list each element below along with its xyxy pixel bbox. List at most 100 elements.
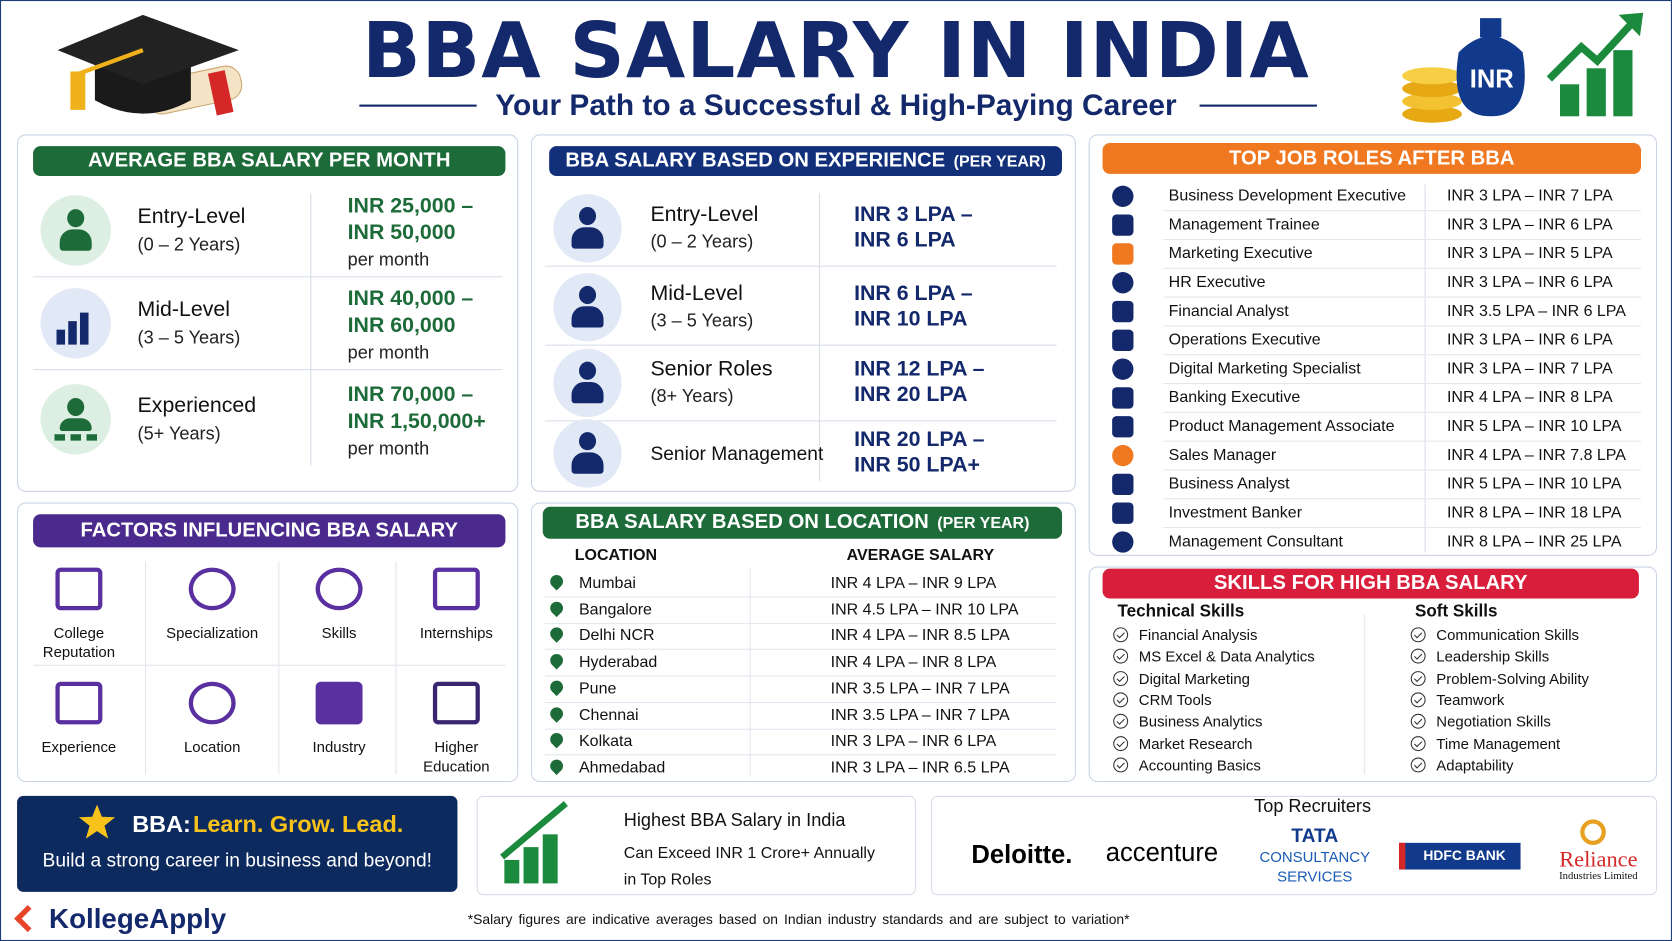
icon-body [571,381,604,404]
factor-label: Specialization [166,624,259,642]
icon-bar [504,859,520,884]
salary: INR 70,000 – INR 1,50,000+ [347,383,486,434]
check-circle [1410,713,1426,729]
level: Entry-Level [137,204,246,229]
check-circle [1410,670,1426,686]
role-salary: INR 3 LPA – INR 7 LPA [1446,186,1613,205]
skill-item: Business Analytics [1138,712,1263,730]
check-circle [1113,735,1129,751]
skill-item: Teamwork [1436,691,1505,709]
years: (0 – 2 Years) [650,231,754,252]
header-rule [359,104,477,107]
city: Mumbai [579,573,636,593]
skill-item: MS Excel & Data Analytics [1138,647,1315,665]
check-circle [1410,648,1426,664]
icon-head [579,206,597,226]
highest-text: Can Exceed INR 1 Crore+ Annually in Top … [623,843,875,889]
row-divider [1163,383,1642,385]
skill-item: Digital Marketing [1138,669,1250,687]
row-divider [1163,325,1642,327]
years: (3 – 5 Years) [137,327,241,348]
panel [1088,566,1658,783]
row-divider [33,276,503,278]
column-header: LOCATION [574,546,658,565]
role-name: Business Development Executive [1168,186,1407,205]
city-salary: INR 4 LPA – INR 9 LPA [830,573,997,593]
divider [1424,184,1426,553]
section-title: TOP JOB ROLES AFTER BBA [1229,146,1515,170]
city-salary: INR 3 LPA – INR 6.5 LPA [830,758,1010,777]
divider [749,568,751,777]
brand-mark [14,905,42,933]
check-circle [1113,648,1129,664]
logo-box [1398,842,1521,870]
factor-icon [188,567,236,611]
section-note: (PER YEAR) [953,152,1046,171]
star-icon [78,804,116,839]
logo: Reliance [1559,846,1638,872]
header-rule [1199,104,1317,107]
role-salary: INR 3 LPA – INR 5 LPA [1446,244,1613,263]
divider [818,193,820,482]
factor-label: Skills [321,624,357,642]
role-icon [1112,243,1134,265]
role-salary: INR 5 LPA – INR 10 LPA [1446,474,1622,493]
role-salary: INR 8 LPA – INR 25 LPA [1446,532,1622,551]
factor-label: College Reputation [42,624,116,661]
panel [1088,134,1658,556]
section-title: BBA SALARY BASED ON EXPERIENCE [565,149,946,172]
recruiters-box [930,795,1658,896]
icon-bar [79,312,89,345]
icon-head [579,432,597,451]
row-divider [544,596,1057,598]
skills-heading: Technical Skills [1117,602,1245,621]
row-divider [544,701,1057,703]
city-salary: INR 3.5 LPA – INR 7 LPA [830,679,1010,698]
role-icon [1112,272,1134,294]
role-salary: INR 8 LPA – INR 18 LPA [1446,503,1622,522]
role-name: Sales Manager [1168,445,1277,465]
skill-item: Time Management [1436,734,1561,752]
panel [17,502,519,783]
factor-label: Higher Education [423,738,490,775]
role-icon [1112,502,1134,524]
role-salary: INR 3 LPA – INR 6 LPA [1446,330,1613,349]
role-name: HR Executive [1168,273,1266,292]
icon-stars [54,434,98,441]
role-name: Product Management Associate [1168,417,1395,436]
check-circle [1410,735,1426,751]
logo: HDFC BANK [1423,847,1506,864]
panel [531,502,1076,783]
divider [33,664,506,666]
role-name: Operations Executive [1168,330,1321,349]
section-note: (PER YEAR) [937,513,1030,532]
row-divider [544,265,1057,267]
row-divider [1163,498,1642,500]
role-icon [1112,214,1134,236]
row-divider [544,622,1057,624]
panel [531,134,1076,492]
section-header: TOP JOB ROLES AFTER BBA [1102,142,1642,174]
city-salary: INR 3.5 LPA – INR 7 LPA [830,705,1010,724]
role-icon [1112,416,1134,438]
role-salary: INR 3 LPA – INR 6 LPA [1446,215,1613,234]
skill-item: Adaptability [1436,756,1514,774]
highest-title: Highest BBA Salary in India [623,809,846,831]
city-salary: INR 3 LPA – INR 6 LPA [830,732,997,751]
skill-item: Negotiation Skills [1436,712,1551,730]
divider [278,561,280,775]
row-divider [544,344,1057,346]
years: (3 – 5 Years) [650,310,754,331]
check-circle [1410,627,1426,643]
role-icon [1112,358,1134,380]
city: Bangalore [579,600,652,619]
row-divider [544,754,1057,756]
subtitle: Your Path to a Successful & High-Paying … [495,88,1177,122]
check-circle [1410,757,1426,773]
factor-icon [55,681,103,725]
row-divider [544,728,1057,730]
icon-body [571,452,604,474]
row-divider [1163,238,1642,241]
city-salary: INR 4 LPA – INR 8.5 LPA [830,626,1010,645]
